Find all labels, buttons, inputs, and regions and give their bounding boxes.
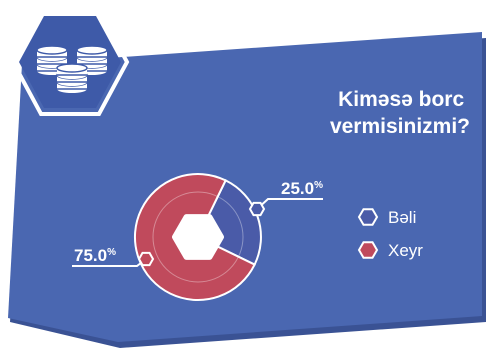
- badge-fill: [19, 16, 121, 108]
- callout-marker: [248, 201, 266, 217]
- legend-label: Xeyr: [388, 241, 423, 260]
- donut-center-hexagon: [172, 214, 224, 260]
- question-line-1: Kiməsə borc: [338, 88, 464, 111]
- donut-inner-ring: [152, 191, 244, 283]
- callout-marker: [137, 251, 155, 267]
- coin-icon-part: [56, 63, 88, 73]
- legend: Bəli Xeyr: [357, 208, 423, 260]
- data-label: 25.0%: [281, 179, 323, 198]
- legend-label: Bəli: [388, 208, 416, 227]
- badge-outline: [10, 8, 130, 116]
- legend-marker: [357, 241, 379, 259]
- background-panel: [8, 32, 482, 342]
- data-label: 75.0%: [74, 246, 116, 265]
- coin-icon-part: [76, 45, 108, 55]
- donut-chart: 25.0% 75.0%: [72, 173, 323, 301]
- coin-badge: [10, 8, 130, 116]
- coin-stack-icon: [36, 45, 108, 93]
- legend-marker: [357, 208, 379, 226]
- question-title: Kiməsə borc vermisinizmi?: [330, 88, 470, 138]
- coin-icon-part: [36, 45, 68, 55]
- question-line-2: vermisinizmi?: [330, 115, 470, 138]
